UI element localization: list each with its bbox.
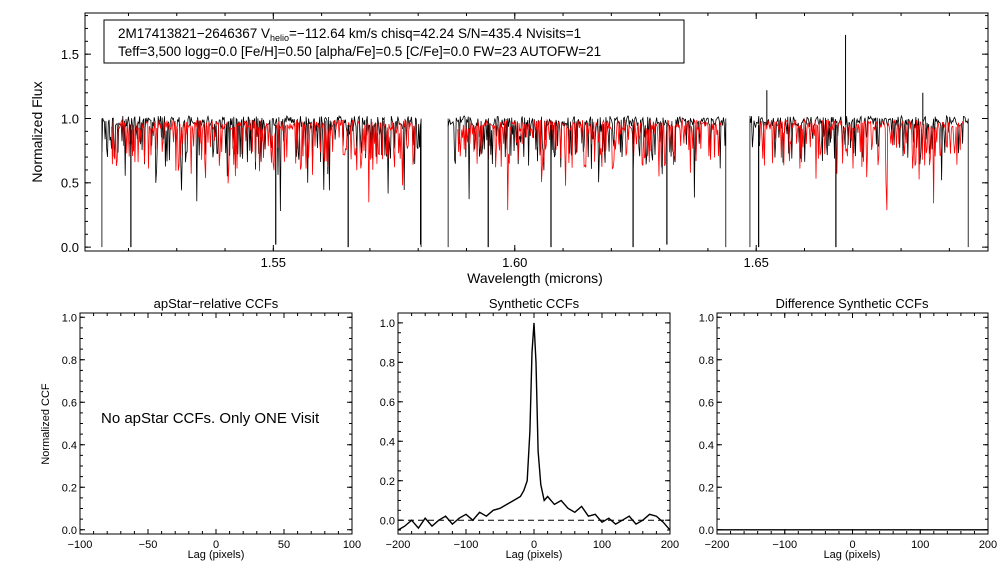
y-tick-label: 0.4 [62, 440, 77, 452]
observed-flux-line [749, 114, 969, 181]
apstar-no-data-note: No apStar CCFs. Only ONE Visit [101, 410, 320, 427]
x-tick-label: 1.55 [261, 255, 286, 270]
x-tick-label: 1.60 [502, 255, 527, 270]
x-tick-label: 0 [849, 539, 855, 551]
spectrum-panel: 1.55 1.60 1.65 0.0 0.5 1.0 1.5 2M17413821−264… [29, 12, 989, 286]
y-tick-label: 1.0 [380, 318, 395, 330]
apstar-y-axis-title: Normalized CCF [40, 383, 52, 465]
y-tick-label: 0.6 [380, 397, 395, 409]
synthetic-ccf-panel: −200 −100 0 100 200 0.0 0.2 0.4 0.6 0.8 1.0 Synth… [380, 296, 679, 561]
difference-ccf-panel: −200 −100 0 100 200 0.0 0.2 0.4 0.6 0.8 1.0 Diffe… [699, 296, 997, 561]
apstar-x-axis-title: Lag (pixels) [188, 549, 245, 561]
x-tick-label: −100 [772, 539, 797, 551]
x-tick-label: 1.65 [744, 255, 769, 270]
synthetic-series [397, 322, 671, 531]
spectrum-x-ticks: 1.55 1.60 1.65 [127, 13, 950, 270]
y-tick-label: 0.6 [62, 397, 77, 409]
apstar-y-ticks: 0.0 0.2 0.4 0.6 0.8 1.0 [62, 312, 352, 537]
spectrum-info-line2: Teff=3,500 logg=0.0 [Fe/H]=0.50 [alpha/F… [118, 44, 601, 59]
y-tick-label: 0.4 [380, 436, 395, 448]
x-tick-label: 0 [531, 539, 537, 551]
apstar-x-ticks: −100 −50 0 50 100 [68, 313, 361, 551]
spectrum-x-axis-title: Wavelength (microns) [467, 270, 603, 286]
y-tick-label: 0.2 [62, 482, 77, 494]
apstar-panel-title: apStar−relative CCFs [154, 296, 279, 311]
synthetic-ccf-line [397, 322, 671, 531]
y-tick-label: 1.0 [62, 312, 77, 324]
y-tick-label: 0.5 [61, 176, 79, 191]
difference-x-ticks: −200 −100 0 100 200 [705, 313, 997, 551]
difference-y-ticks: 0.0 0.2 0.4 0.6 0.8 1.0 [699, 312, 988, 537]
spectrum-y-ticks: 0.0 0.5 1.0 1.5 [61, 15, 988, 255]
y-tick-label: 1.5 [61, 47, 79, 62]
spectrum-plot-frame [84, 12, 989, 252]
synthetic-plot-frame [397, 312, 671, 535]
spectrum-series [101, 34, 969, 248]
spectrum-y-axis-title: Normalized Flux [29, 81, 45, 182]
y-tick-label: 1.0 [61, 111, 79, 126]
x-tick-label: −100 [68, 539, 93, 551]
x-tick-label: 0 [213, 539, 219, 551]
spectrum-info-box [103, 19, 685, 64]
synthetic-y-ticks: 0.0 0.2 0.4 0.6 0.8 1.0 [380, 312, 670, 531]
x-tick-label: 200 [661, 539, 679, 551]
x-tick-label: 100 [911, 539, 929, 551]
y-tick-label: 0.0 [699, 525, 714, 537]
y-tick-label: 0.8 [699, 355, 714, 367]
synthetic-flux-line [457, 118, 722, 211]
x-tick-label: 100 [593, 539, 611, 551]
y-tick-label: 0.6 [699, 397, 714, 409]
synthetic-flux-line [111, 118, 417, 203]
difference-x-axis-title: Lag (pixels) [824, 549, 881, 561]
x-tick-label: −100 [454, 539, 479, 551]
y-tick-label: 0.0 [61, 240, 79, 255]
y-tick-label: 0.2 [699, 482, 714, 494]
observed-flux-line [447, 115, 727, 200]
y-tick-label: 0.8 [62, 355, 77, 367]
spectrum-info-line1: 2M17413821−2646367 Vhelio=−112.64 km/s c… [118, 26, 581, 43]
synthetic-x-axis-title: Lag (pixels) [506, 549, 563, 561]
difference-plot-frame [716, 312, 989, 535]
x-tick-label: 200 [979, 539, 997, 551]
y-tick-label: 0.0 [62, 525, 77, 537]
difference-panel-title: Difference Synthetic CCFs [776, 296, 929, 311]
synthetic-flux-line [759, 118, 964, 211]
x-tick-label: −200 [386, 539, 411, 551]
apstar-ccf-panel: −100 −50 0 50 100 0.0 0.2 0.4 0.6 0.8 1.0 apStar−… [40, 296, 361, 561]
y-tick-label: 1.0 [699, 312, 714, 324]
y-tick-label: 0.8 [380, 358, 395, 370]
x-tick-label: 100 [343, 539, 361, 551]
y-tick-label: 0.4 [699, 440, 714, 452]
x-tick-label: −200 [705, 539, 730, 551]
x-tick-label: 50 [278, 539, 290, 551]
synthetic-panel-title: Synthetic CCFs [489, 296, 580, 311]
x-tick-label: −50 [139, 539, 158, 551]
y-tick-label: 0.2 [380, 476, 395, 488]
y-tick-label: 0.0 [380, 515, 395, 527]
